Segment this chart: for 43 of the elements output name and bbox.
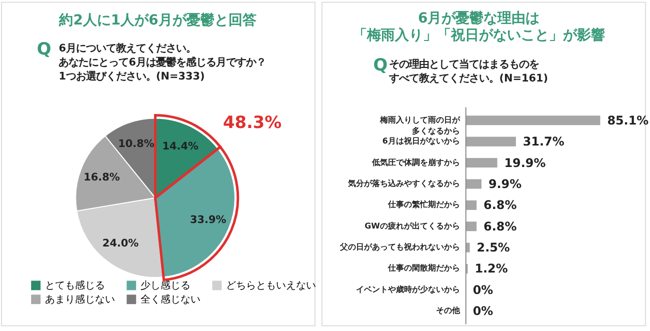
bar — [466, 158, 498, 168]
legend-label: どちらともいえない — [226, 280, 316, 292]
data-label: 31.7% — [522, 134, 564, 149]
y-tick-label: 梅雨入りして雨の日が多くなるから — [378, 115, 461, 136]
data-label: 0% — [472, 304, 494, 318]
legend-label: 少し感じる — [140, 279, 190, 292]
data-label: 0% — [472, 282, 494, 297]
bar — [466, 136, 516, 146]
data-label: 24.0% — [102, 237, 140, 250]
data-label: 9.9% — [488, 176, 522, 191]
bar — [466, 116, 600, 126]
y-tick-label: 6月は祝日がないから — [382, 136, 460, 146]
text: Q — [36, 38, 52, 59]
data-label: 85.1% — [607, 113, 649, 128]
y-tick-label: その他 — [436, 306, 461, 316]
data-label: 2.5% — [476, 240, 510, 255]
legend-label: 全く感じない — [140, 293, 200, 306]
chart-title: 6月が憂鬱な理由は「梅雨入り」「祝日がないこと」が影響 — [352, 10, 605, 44]
bar — [466, 200, 477, 210]
legend-label: あまり感じない — [44, 293, 115, 306]
data-label: 33.9% — [190, 214, 227, 226]
y-tick-label: 低気圧で体調を崩すから — [370, 158, 460, 167]
y-tick-label: 気分が落ち込みやすくなるから — [346, 178, 460, 188]
text: Q — [373, 54, 388, 74]
data-label: 14.4% — [162, 140, 200, 152]
chart-title: 約2人に1人が6月が憂鬱と回答 — [58, 12, 256, 29]
data-label: 1.2% — [474, 262, 508, 276]
chart-subtitle: その理由として当てはまるものをすべて教えてください。(N=161) — [388, 58, 548, 84]
data-label: 19.9% — [504, 156, 546, 170]
y-tick-label: 仕事の繁忙期だから — [386, 200, 460, 210]
data-label: 6.8% — [484, 219, 517, 234]
data-label: 6.8% — [484, 198, 517, 212]
bar — [466, 222, 477, 232]
bar — [466, 179, 482, 189]
data-label: 10.8% — [118, 138, 155, 150]
legend-label: とても感じる — [44, 279, 105, 292]
data-label: 16.8% — [84, 171, 120, 184]
y-tick-label: 仕事の閑散期だから — [386, 264, 460, 273]
y-tick-label: 父の日があっても祝われないから — [338, 242, 460, 252]
y-tick-label: GWの疲れが出てくるから — [364, 221, 460, 230]
text: 48.3% — [222, 112, 282, 132]
chart-subtitle: 6月について教えてください。あなたにとって6月は憂鬱を感じる月ですか？1つお選びください。(N=333) — [58, 42, 266, 82]
y-tick-label: イベントや歳時が少ないから — [356, 284, 460, 294]
